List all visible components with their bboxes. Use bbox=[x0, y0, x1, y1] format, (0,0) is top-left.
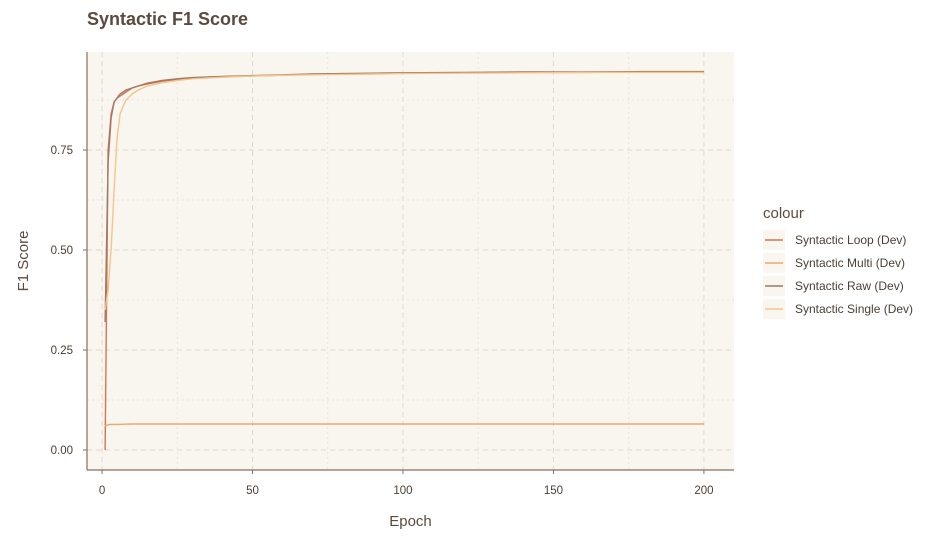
legend-label: Syntactic Single (Dev) bbox=[795, 302, 913, 316]
x-tick-label: 50 bbox=[246, 485, 259, 497]
legend-title: colour bbox=[763, 205, 804, 222]
tick-labels: 0 50 100 150 200 0.00 0.25 0.50 0.75 bbox=[51, 145, 714, 497]
plot-panel bbox=[87, 52, 734, 470]
axes bbox=[83, 52, 734, 474]
x-tick-label: 100 bbox=[393, 485, 412, 497]
y-tick-label: 0.25 bbox=[51, 345, 73, 357]
series-line bbox=[104, 71, 704, 311]
grid bbox=[87, 52, 734, 470]
legend: colour Syntactic Loop (Dev) Syntactic Mul… bbox=[763, 205, 913, 319]
series-layer bbox=[104, 70, 704, 451]
legend-label: Syntactic Multi (Dev) bbox=[795, 256, 905, 270]
legend-label: Syntactic Raw (Dev) bbox=[795, 279, 904, 293]
x-tick-label: 150 bbox=[544, 485, 563, 497]
y-tick-label: 0.75 bbox=[51, 145, 73, 157]
x-tick-label: 0 bbox=[99, 485, 105, 497]
y-axis-title: F1 Score bbox=[15, 231, 32, 292]
y-tick-label: 0.50 bbox=[51, 245, 73, 257]
legend-label: Syntactic Loop (Dev) bbox=[795, 233, 906, 247]
series-line bbox=[104, 70, 704, 323]
x-tick-label: 200 bbox=[694, 485, 713, 497]
y-tick-label: 0.00 bbox=[51, 445, 73, 457]
chart-title: Syntactic F1 Score bbox=[87, 9, 248, 29]
x-axis-title: Epoch bbox=[389, 513, 432, 530]
series-line bbox=[104, 423, 704, 427]
